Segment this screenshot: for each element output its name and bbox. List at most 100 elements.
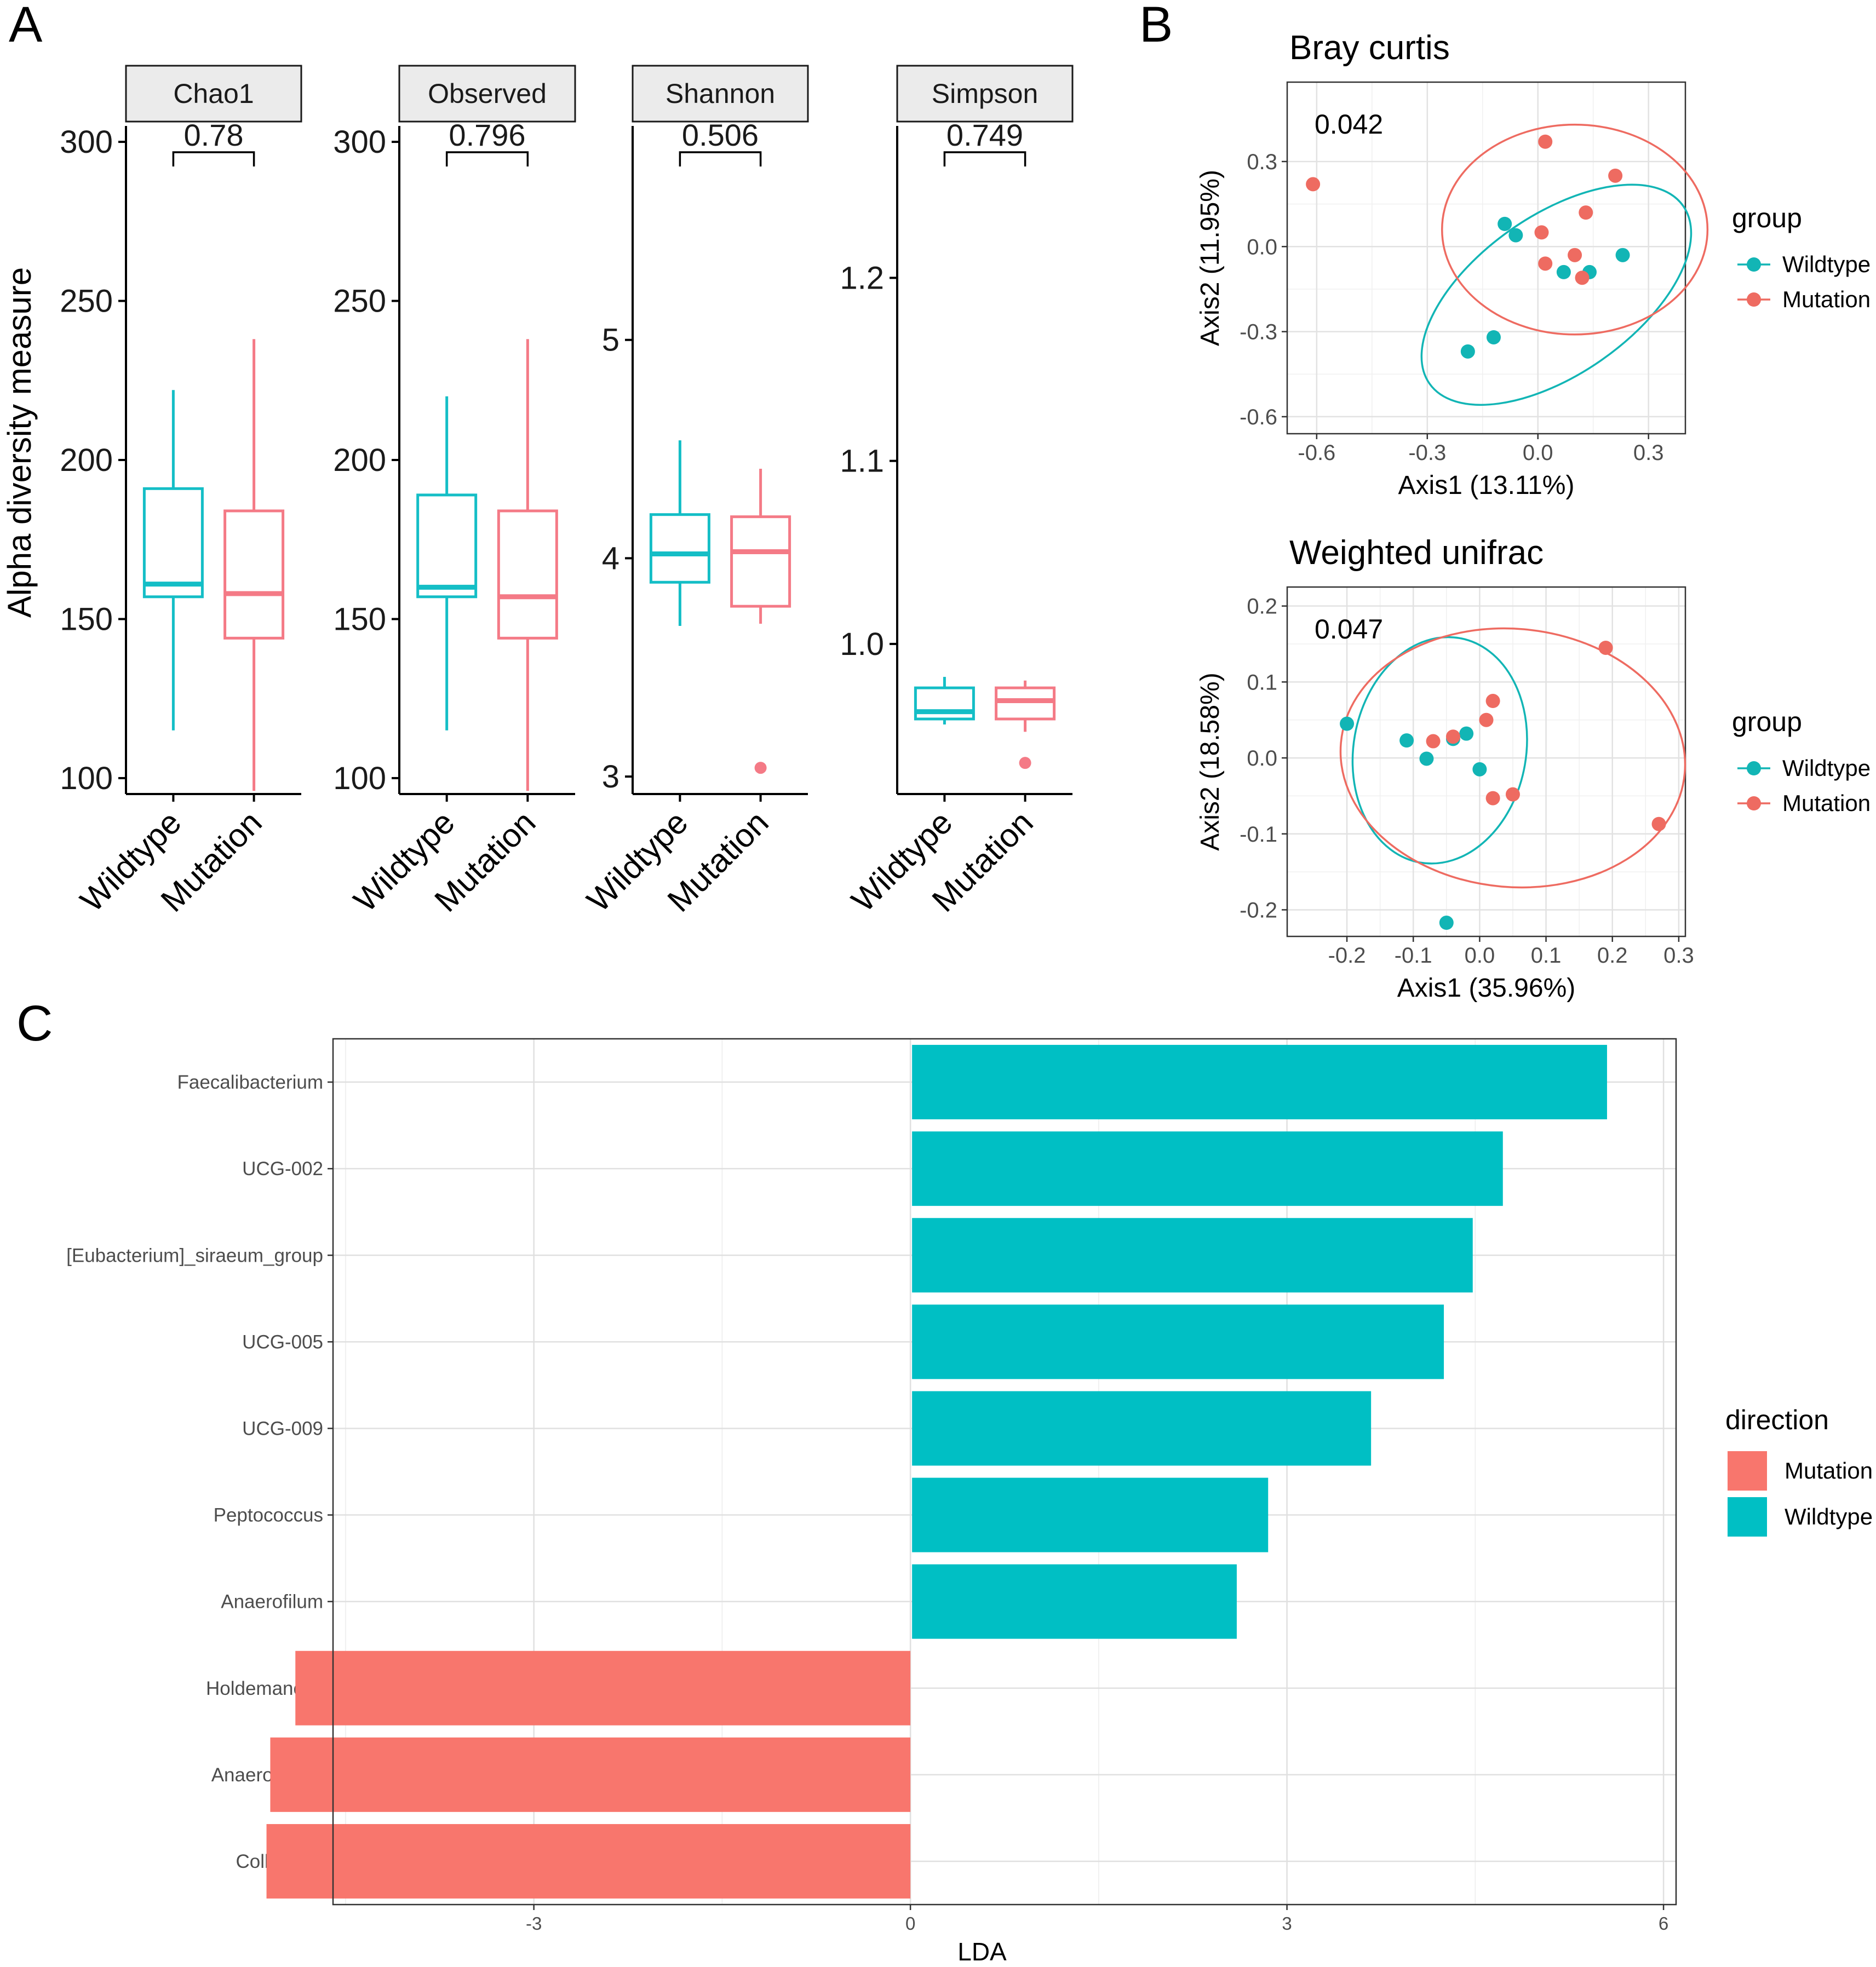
lda-legend-item: Wildtype: [1785, 1504, 1873, 1529]
point-wildtype: [1459, 726, 1474, 741]
lda-border: [332, 1038, 1677, 1906]
legend-title: group: [1732, 203, 1802, 233]
y-tick-label: 0.1: [1247, 670, 1277, 694]
plot-background: [1287, 587, 1685, 936]
point-mutation: [1538, 256, 1553, 271]
lda-legend-item: Mutation: [1785, 1458, 1873, 1483]
y-tick-label: 1.0: [840, 626, 884, 662]
y-tick-label: 100: [60, 761, 113, 796]
box-iqr: [914, 686, 975, 721]
point-mutation: [1479, 712, 1494, 727]
x-tick-label: 0.1: [1531, 944, 1562, 968]
box-iqr: [416, 493, 478, 599]
lda-category-label: UCG-009: [242, 1418, 323, 1439]
point-mutation: [1579, 205, 1593, 220]
point-wildtype: [1340, 716, 1355, 731]
lda-legend-title: direction: [1725, 1405, 1829, 1435]
boxplot-wildtype: [649, 440, 710, 626]
ordination-plots: -0.6 -0.3 0.0 0.3 -0.6 -0.3 0.0 0.3 0.042 Axis1 (…: [1196, 81, 1871, 1003]
box-iqr: [497, 509, 558, 640]
panel-label-a: A: [9, 0, 43, 53]
y-tick-label: 300: [333, 124, 386, 160]
weighted-unifrac-title: Weighted unifrac: [1289, 534, 1544, 572]
lda-bar-ucg-009: [912, 1391, 1372, 1466]
lda-x-tick-label: 3: [1282, 1913, 1292, 1934]
boxplot-mutation: [223, 339, 285, 791]
y-tick-label: 150: [60, 601, 113, 637]
y-axis-title: Axis2 (11.95%): [1196, 170, 1225, 346]
lda-x-tick-label: 0: [905, 1913, 915, 1934]
facet-strip: [398, 65, 576, 123]
boxplot-wildtype: [914, 677, 975, 724]
lda-category-label: UCG-005: [242, 1331, 323, 1353]
bray-curtis-title: Bray curtis: [1289, 29, 1450, 67]
y-tick-label: 200: [60, 442, 113, 478]
y-tick-label: -0.3: [1240, 320, 1277, 344]
confidence-ellipse-wildtype: [1420, 183, 1693, 406]
point-wildtype: [1486, 330, 1501, 344]
lda-legend-key: [1728, 1497, 1767, 1537]
x-tick-label: 0.3: [1633, 441, 1664, 465]
y-tick-label: 0.2: [1247, 595, 1277, 619]
lda-legend-key: [1728, 1451, 1767, 1491]
point-mutation: [1608, 168, 1623, 183]
y-tick-label: 0.0: [1247, 235, 1277, 259]
legend-key-point: [1747, 257, 1761, 272]
x-tick-label: 0.0: [1523, 441, 1553, 465]
weighted_unifrac-plot: -0.2 -0.1 0.0 0.1 0.2 0.3 -0.2 -0.1 0.0 0.1 0.2 0.0…: [1196, 586, 1871, 1003]
y-tick-label: 0.3: [1247, 150, 1277, 174]
point-mutation: [1426, 734, 1441, 749]
legend-key-point: [1747, 761, 1761, 775]
y-tick-label: 150: [333, 601, 386, 637]
point-wildtype: [1419, 751, 1434, 766]
alpha-diversity-panel: Alpha diversity measure Chao1 100 150 200 25…: [1, 65, 1074, 919]
box-iqr: [223, 509, 285, 640]
y-tick-label: -0.1: [1240, 823, 1277, 847]
facet-strip-label: Chao1: [173, 78, 254, 109]
lda-x-axis-title: LDA: [957, 1937, 1007, 1966]
outlier-point: [1019, 757, 1031, 769]
panel-label-c: C: [16, 996, 53, 1051]
lda-category-label: Faecalibacterium: [177, 1072, 324, 1093]
x-axis-title: Axis1 (35.96%): [1397, 974, 1575, 1003]
y-tick-label: 250: [60, 284, 113, 319]
lda-category-label: UCG-002: [242, 1158, 323, 1180]
point-mutation: [1445, 729, 1460, 744]
lda-category-label: [Eubacterium]_siraeum_group: [66, 1245, 323, 1266]
facet-strip-label: Shannon: [666, 78, 775, 109]
box-iqr: [142, 487, 204, 599]
point-mutation: [1651, 816, 1666, 831]
facet-strip: [125, 65, 302, 123]
p-value-label: 0.796: [449, 118, 525, 152]
point-mutation: [1505, 787, 1520, 802]
point-mutation: [1538, 134, 1553, 149]
y-tick-label: 0.0: [1247, 746, 1277, 770]
lda-x-tick-label: 6: [1659, 1913, 1668, 1934]
y-axis-title: Axis2 (18.58%): [1196, 672, 1225, 850]
x-tick-label: 0.2: [1597, 944, 1628, 968]
p-value-label: 0.042: [1315, 109, 1383, 140]
boxplot-wildtype: [416, 396, 478, 731]
facet-strip: [896, 65, 1074, 123]
confidence-ellipse-mutation: [1339, 627, 1686, 889]
point-wildtype: [1472, 762, 1487, 777]
point-wildtype: [1508, 228, 1523, 243]
y-tick-label: 4: [602, 540, 619, 576]
significance-bracket: [943, 151, 1026, 166]
confidence-ellipse-mutation: [1441, 123, 1709, 336]
lda-bar-collinsella: [266, 1824, 911, 1899]
x-tick-label: -0.2: [1328, 944, 1366, 968]
y-tick-label: 100: [333, 761, 386, 796]
x-tick-label: 0.3: [1663, 944, 1694, 968]
lda-category-label: Peptococcus: [214, 1505, 323, 1526]
legend-item-label: Mutation: [1782, 790, 1871, 816]
point-mutation: [1485, 694, 1500, 709]
facet-strip-label: Simpson: [932, 78, 1039, 109]
legend-key-point: [1747, 796, 1761, 810]
outlier-point: [754, 762, 767, 774]
legend-item-label: Wildtype: [1782, 251, 1871, 277]
